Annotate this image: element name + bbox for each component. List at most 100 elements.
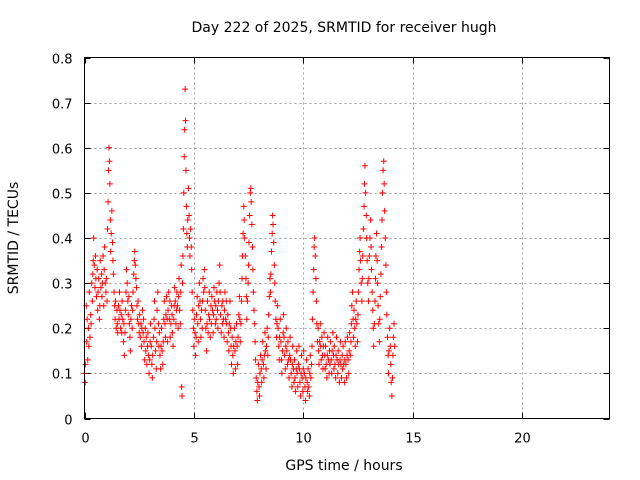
data-point: [305, 383, 312, 390]
data-point: [124, 280, 131, 287]
data-point: [381, 180, 388, 187]
data-point: [291, 356, 298, 363]
data-point: [373, 230, 380, 237]
data-point: [324, 352, 331, 359]
data-point: [178, 383, 185, 390]
data-point: [104, 298, 111, 305]
data-point: [210, 311, 217, 318]
data-point: [243, 316, 250, 323]
y-tick-label: 0.6: [52, 143, 73, 158]
data-point: [248, 198, 255, 205]
data-point: [230, 370, 237, 377]
data-point: [123, 266, 130, 273]
data-point: [148, 343, 155, 350]
data-point: [170, 316, 177, 323]
data-point: [372, 298, 378, 305]
data-point: [316, 361, 322, 368]
data-point: [241, 216, 248, 223]
data-point: [84, 316, 91, 323]
data-point: [175, 293, 182, 300]
data-point: [187, 225, 194, 232]
data-point: [382, 262, 389, 269]
data-point: [315, 347, 322, 354]
data-point: [205, 329, 212, 336]
data-point: [90, 235, 97, 241]
chart-title: Day 222 of 2025, SRMTID for receiver hug…: [192, 20, 497, 36]
data-point: [127, 347, 134, 354]
data-point: [200, 289, 207, 296]
y-axis-title: SRMTID / TECUs: [6, 182, 22, 295]
data-point: [149, 352, 156, 359]
data-point: [208, 293, 215, 300]
data-point: [132, 262, 139, 269]
data-point: [180, 225, 187, 232]
data-point: [222, 316, 229, 323]
data-point: [348, 302, 355, 309]
data-point: [389, 352, 396, 359]
data-point: [310, 266, 317, 273]
data-point: [356, 248, 363, 255]
data-point: [386, 325, 393, 332]
data-point: [333, 352, 340, 359]
data-point: [260, 374, 267, 381]
data-point: [344, 334, 351, 341]
data-point: [139, 307, 146, 314]
data-point: [118, 311, 125, 318]
data-point: [88, 320, 95, 327]
data-point: [213, 316, 220, 323]
data-point: [351, 307, 357, 314]
data-point: [152, 347, 159, 354]
data-point: [367, 216, 374, 223]
data-point: [156, 352, 163, 359]
data-point: [100, 302, 107, 309]
data-point: [111, 289, 118, 296]
data-point: [143, 334, 150, 341]
data-point: [383, 289, 390, 296]
data-point: [182, 117, 189, 124]
data-point: [306, 370, 313, 377]
data-point: [333, 334, 340, 341]
data-point: [352, 316, 359, 323]
data-point: [311, 235, 318, 241]
data-point: [217, 311, 224, 318]
data-point: [380, 158, 387, 165]
data-point: [347, 338, 354, 345]
data-point: [339, 365, 346, 372]
data-point: [163, 293, 170, 300]
data-point: [246, 212, 253, 219]
data-point: [182, 86, 189, 93]
data-point: [235, 334, 242, 341]
data-point: [141, 338, 147, 345]
data-point: [328, 356, 335, 363]
data-point: [335, 347, 342, 354]
data-point: [184, 216, 191, 223]
data-point: [311, 244, 318, 251]
data-point: [259, 356, 266, 363]
data-point: [350, 334, 357, 341]
data-point: [100, 253, 107, 260]
x-tick-label: 10: [295, 432, 312, 447]
data-point: [245, 262, 252, 269]
data-point: [89, 298, 96, 305]
data-point: [96, 316, 103, 323]
y-tick-label: 0.4: [52, 233, 73, 248]
data-point: [309, 316, 316, 323]
data-point: [294, 383, 301, 390]
x-tick-label: 20: [514, 432, 531, 447]
data-point: [161, 298, 168, 305]
data-point: [171, 284, 178, 291]
data-point: [192, 352, 199, 359]
data-point: [141, 356, 148, 363]
data-point: [196, 280, 203, 287]
data-point: [157, 365, 164, 372]
data-point: [275, 343, 282, 350]
data-point: [334, 370, 341, 377]
data-point: [260, 361, 267, 368]
data-point: [120, 338, 127, 345]
data-point: [153, 338, 160, 345]
data-point: [189, 307, 196, 314]
data-point: [122, 307, 129, 314]
data-point: [386, 347, 392, 354]
data-point: [109, 239, 116, 246]
data-point: [82, 379, 89, 386]
